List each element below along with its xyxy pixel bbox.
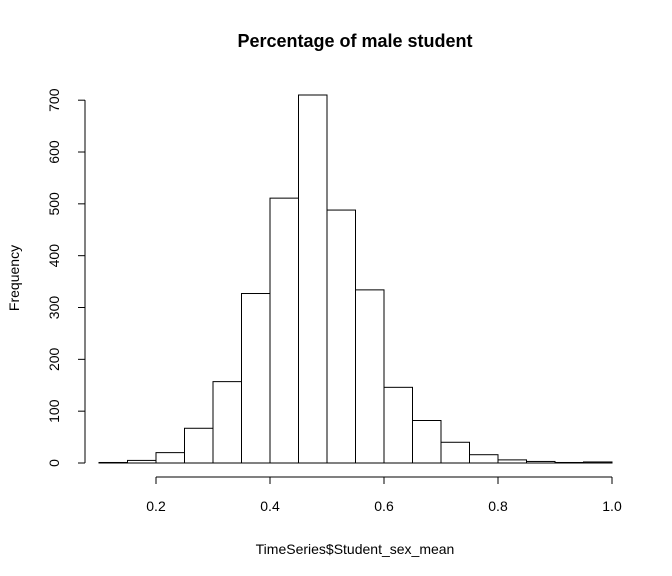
histogram-bar <box>412 420 442 464</box>
y-axis: 0 100 200 300 400 500 600 700 <box>46 88 86 467</box>
y-tick-label: 0 <box>46 459 62 467</box>
y-tick-label: 300 <box>46 296 62 320</box>
x-tick-label: 0.4 <box>260 498 280 514</box>
y-tick-label: 100 <box>46 399 62 423</box>
x-tick-label: 0.8 <box>488 498 508 514</box>
histogram-bar <box>241 293 271 464</box>
histogram-bar <box>355 289 385 464</box>
histogram-bar <box>212 381 242 464</box>
y-axis-label: Frequency <box>6 245 22 311</box>
histogram-bar <box>155 452 185 464</box>
histogram-bar <box>497 459 527 464</box>
y-tick-label: 400 <box>46 244 62 268</box>
y-tick-label: 200 <box>46 347 62 371</box>
histogram-bar <box>326 209 356 464</box>
histogram-bar <box>554 461 584 464</box>
histogram-bar <box>127 459 157 464</box>
y-tick-label: 700 <box>46 88 62 112</box>
x-tick-label: 1.0 <box>602 498 622 514</box>
histogram-bar <box>583 461 613 464</box>
histogram-bar <box>440 441 470 464</box>
histogram-bar <box>469 454 499 464</box>
histogram-bar <box>383 386 413 464</box>
chart-title: Percentage of male student <box>237 31 472 51</box>
x-tick-label: 0.2 <box>146 498 166 514</box>
histogram-bar <box>269 197 299 464</box>
x-tick-label: 0.6 <box>374 498 394 514</box>
histogram-bar <box>298 94 328 464</box>
histogram-bar <box>526 460 556 464</box>
histogram-bar <box>184 427 214 464</box>
histogram-bars <box>98 94 613 464</box>
y-tick-label: 500 <box>46 192 62 216</box>
histogram-bar <box>98 461 128 464</box>
y-tick-label: 600 <box>46 140 62 164</box>
x-axis-label: TimeSeries$Student_sex_mean <box>256 541 455 557</box>
x-axis: 0.2 0.4 0.6 0.8 1.0 <box>146 476 622 514</box>
